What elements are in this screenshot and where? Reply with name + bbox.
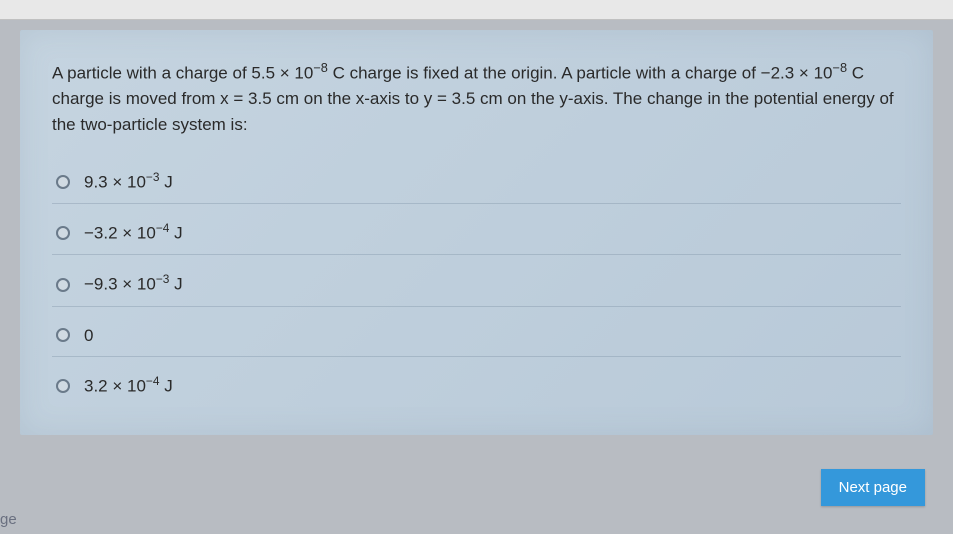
- radio-icon: [56, 175, 70, 189]
- option-label: −3.2 × 10−4 J: [84, 220, 183, 246]
- option-label: 0: [84, 323, 93, 349]
- option-1[interactable]: 9.3 × 10−3 J: [52, 161, 901, 204]
- option-4[interactable]: 0: [52, 315, 901, 358]
- next-page-button[interactable]: Next page: [821, 469, 925, 506]
- browser-top-bar: [0, 0, 953, 20]
- option-label: 3.2 × 10−4 J: [84, 373, 173, 399]
- option-label: −9.3 × 10−3 J: [84, 271, 183, 297]
- question-card: A particle with a charge of 5.5 × 10−8 C…: [20, 30, 933, 435]
- option-label: 9.3 × 10−3 J: [84, 169, 173, 195]
- radio-icon: [56, 328, 70, 342]
- radio-icon: [56, 226, 70, 240]
- option-2[interactable]: −3.2 × 10−4 J: [52, 212, 901, 255]
- radio-icon: [56, 278, 70, 292]
- option-3[interactable]: −9.3 × 10−3 J: [52, 263, 901, 306]
- radio-icon: [56, 379, 70, 393]
- partial-cutoff-text: ge: [0, 511, 17, 528]
- content-area: A particle with a charge of 5.5 × 10−8 C…: [0, 20, 953, 534]
- options-list: 9.3 × 10−3 J −3.2 × 10−4 J −9.3 × 10−3 J…: [52, 161, 901, 407]
- option-5[interactable]: 3.2 × 10−4 J: [52, 365, 901, 407]
- question-text: A particle with a charge of 5.5 × 10−8 C…: [52, 58, 901, 137]
